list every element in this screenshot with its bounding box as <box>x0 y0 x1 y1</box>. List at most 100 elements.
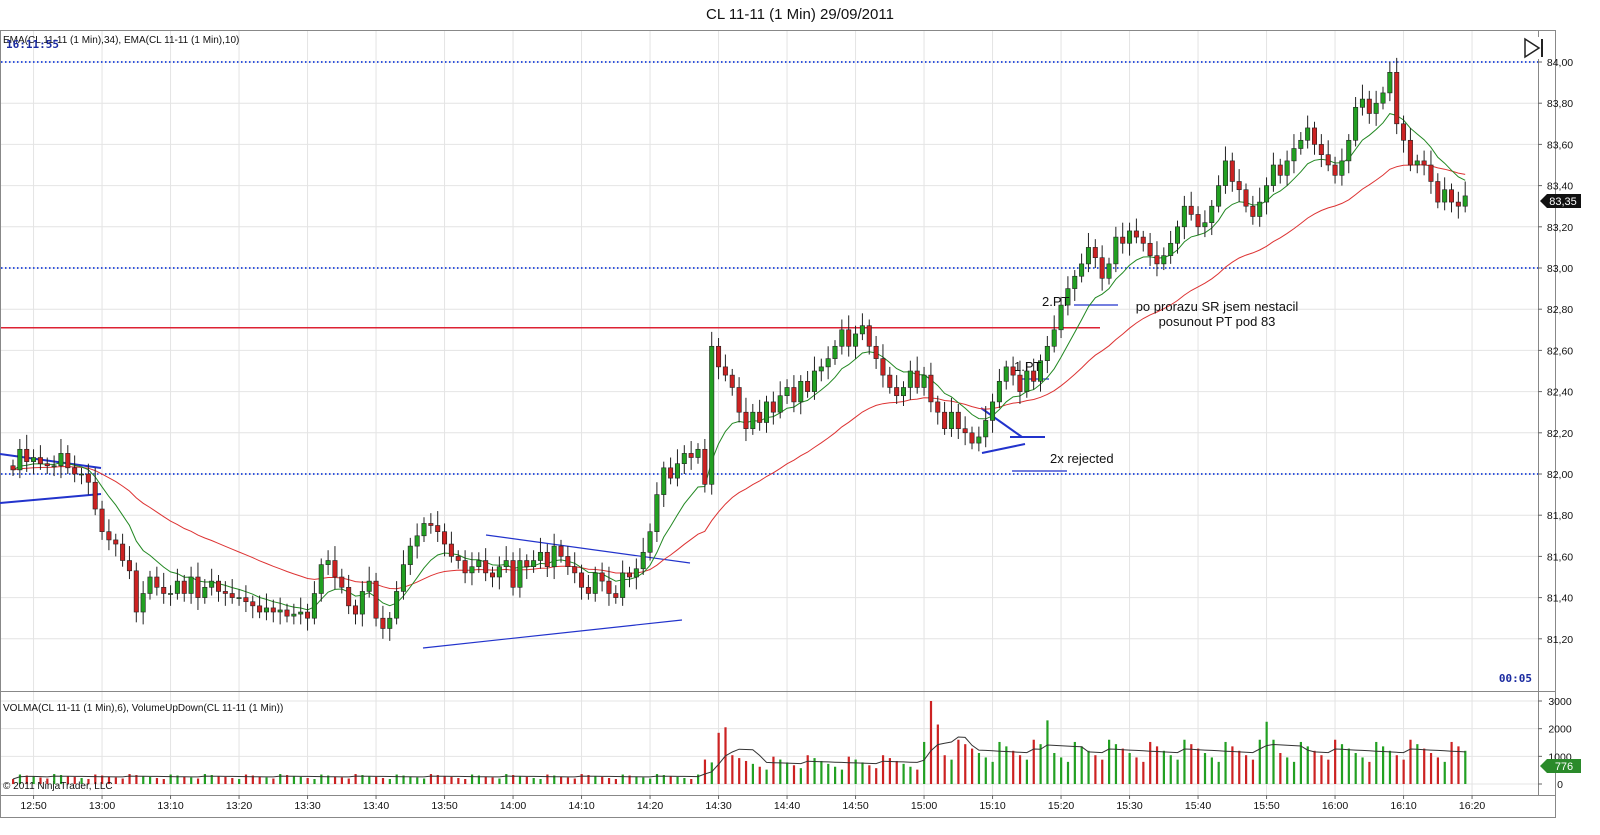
volume-bar-up <box>190 777 193 784</box>
candle-down <box>743 411 749 429</box>
annotation-note-line2: posunout PT pod 83 <box>1159 314 1276 329</box>
volume-bar-down <box>587 775 590 784</box>
price-tick-label: 81,40 <box>1547 593 1573 605</box>
candle-up <box>58 453 64 467</box>
volume-bar-down <box>580 774 583 784</box>
volume-bar-down <box>1149 741 1152 784</box>
time-tick-label: 14:20 <box>637 800 663 812</box>
candle-up <box>140 593 146 613</box>
candle-up <box>1079 263 1085 277</box>
volume-bar-down <box>847 756 850 784</box>
candle-down <box>613 593 619 598</box>
candle-up <box>763 401 769 423</box>
candle-up <box>277 609 283 613</box>
scroll-to-end-icon[interactable] <box>1523 37 1545 59</box>
candle-down <box>599 572 605 582</box>
candle-down <box>1229 160 1235 182</box>
candle-up <box>1298 139 1304 149</box>
candle-up <box>1270 164 1276 186</box>
volume-bar-up <box>813 758 816 784</box>
price-tick-label: 83,40 <box>1547 181 1573 193</box>
volume-bar-down <box>1457 746 1460 784</box>
volume-bar-down <box>1155 746 1159 784</box>
volume-bar-down <box>354 774 357 784</box>
volume-bar-up <box>861 762 864 784</box>
candle-down <box>113 539 119 545</box>
volume-bar-up <box>176 775 179 784</box>
volume-bar-down <box>244 774 248 784</box>
candle-down <box>955 411 961 429</box>
volume-bar-down <box>964 744 967 784</box>
candle-down <box>873 345 879 359</box>
time-tick-label: 14:30 <box>705 800 731 812</box>
candle-up <box>900 387 906 397</box>
trendline-flag-lower <box>422 619 683 649</box>
candle-down <box>1449 189 1455 203</box>
candle-up <box>1168 242 1174 256</box>
candle-down <box>579 572 585 588</box>
volume-bar-up <box>786 762 789 784</box>
candle-up <box>976 436 982 444</box>
candle-up <box>661 467 667 495</box>
candle-down <box>1435 181 1441 203</box>
time-tick-label: 14:10 <box>568 800 594 812</box>
volume-bar-up <box>1203 753 1207 784</box>
annotation-note-line1: po prorazu SR jsem nestacil <box>1136 299 1299 314</box>
volume-bar-down <box>128 774 131 784</box>
candle-up <box>517 560 523 588</box>
volume-bar-down <box>347 778 350 784</box>
volume-bar-up <box>532 778 535 784</box>
candle-up <box>1003 366 1009 382</box>
candle-up <box>1202 222 1208 228</box>
candle-up <box>476 560 482 568</box>
volume-bar-down <box>1197 748 1200 784</box>
price-tick-label: 82,80 <box>1547 304 1573 316</box>
time-tick-label: 13:00 <box>89 800 115 812</box>
candle-down <box>435 525 441 532</box>
volume-bar-down <box>1368 761 1371 784</box>
volume-bar-up <box>518 776 522 784</box>
volume-bar-up <box>765 769 768 784</box>
candle-down <box>72 467 78 475</box>
volume-bar-down <box>875 768 878 784</box>
volume-bar-up <box>292 776 296 784</box>
volume-bar-up <box>142 776 145 784</box>
candle-down <box>942 411 948 429</box>
volume-bar-up <box>320 774 323 784</box>
time-tick-label: 16:10 <box>1390 800 1416 812</box>
volume-ma-line <box>12 736 1466 780</box>
volume-bar-down <box>162 779 165 784</box>
volume-bar-up <box>1025 759 1028 784</box>
volume-bar-up <box>1340 744 1344 784</box>
volume-bar-up <box>662 775 665 784</box>
candle-up <box>551 545 557 567</box>
candle-down <box>65 453 71 469</box>
volume-bar-up <box>991 761 994 784</box>
volume-bar-down <box>614 779 617 784</box>
annotation-pt2: 2.PT <box>1042 294 1070 309</box>
volume-bar-up <box>299 777 302 784</box>
volume-bar-up <box>1060 757 1063 784</box>
candle-down <box>1133 230 1139 238</box>
candle-down <box>1332 164 1338 176</box>
candle-down <box>729 374 735 388</box>
volume-bar-down <box>107 776 111 784</box>
volume-bar-down <box>1251 759 1255 784</box>
volume-bar-down <box>46 778 49 784</box>
volume-bar-up <box>950 759 953 784</box>
candle-up <box>298 611 304 615</box>
volume-bar-up <box>416 777 419 784</box>
candle-down <box>1325 154 1331 166</box>
candle-down <box>880 358 886 376</box>
candle-up <box>79 473 85 476</box>
candle-up <box>421 523 427 537</box>
volume-bar-down <box>573 778 576 784</box>
volume-bar-down <box>457 778 460 784</box>
volume-bar-down <box>464 779 467 784</box>
volume-bar-down <box>936 724 939 784</box>
volume-bar-up <box>923 741 926 784</box>
volume-bar-down <box>114 777 117 784</box>
candle-up <box>811 370 817 392</box>
price-tick-label: 82,20 <box>1547 428 1573 440</box>
candle-down <box>1277 164 1283 176</box>
